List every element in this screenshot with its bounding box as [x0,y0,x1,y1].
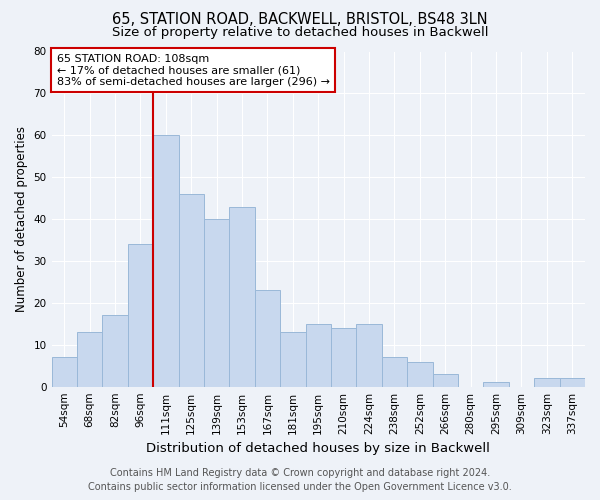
Text: Size of property relative to detached houses in Backwell: Size of property relative to detached ho… [112,26,488,39]
Bar [77,332,103,386]
Bar [305,324,331,386]
Bar [52,358,77,386]
Bar [229,206,255,386]
Bar [534,378,560,386]
Text: Contains HM Land Registry data © Crown copyright and database right 2024.
Contai: Contains HM Land Registry data © Crown c… [88,468,512,492]
Bar [331,328,356,386]
Bar [382,358,407,386]
Bar [484,382,509,386]
Bar [103,316,128,386]
Bar [560,378,585,386]
Bar [179,194,204,386]
Text: 65 STATION ROAD: 108sqm
← 17% of detached houses are smaller (61)
83% of semi-de: 65 STATION ROAD: 108sqm ← 17% of detache… [56,54,329,87]
Bar [280,332,305,386]
Bar [356,324,382,386]
Bar [153,136,179,386]
Y-axis label: Number of detached properties: Number of detached properties [15,126,28,312]
Bar [433,374,458,386]
X-axis label: Distribution of detached houses by size in Backwell: Distribution of detached houses by size … [146,442,490,455]
Bar [407,362,433,386]
Bar [255,290,280,386]
Bar [128,244,153,386]
Bar [204,219,229,386]
Text: 65, STATION ROAD, BACKWELL, BRISTOL, BS48 3LN: 65, STATION ROAD, BACKWELL, BRISTOL, BS4… [112,12,488,28]
